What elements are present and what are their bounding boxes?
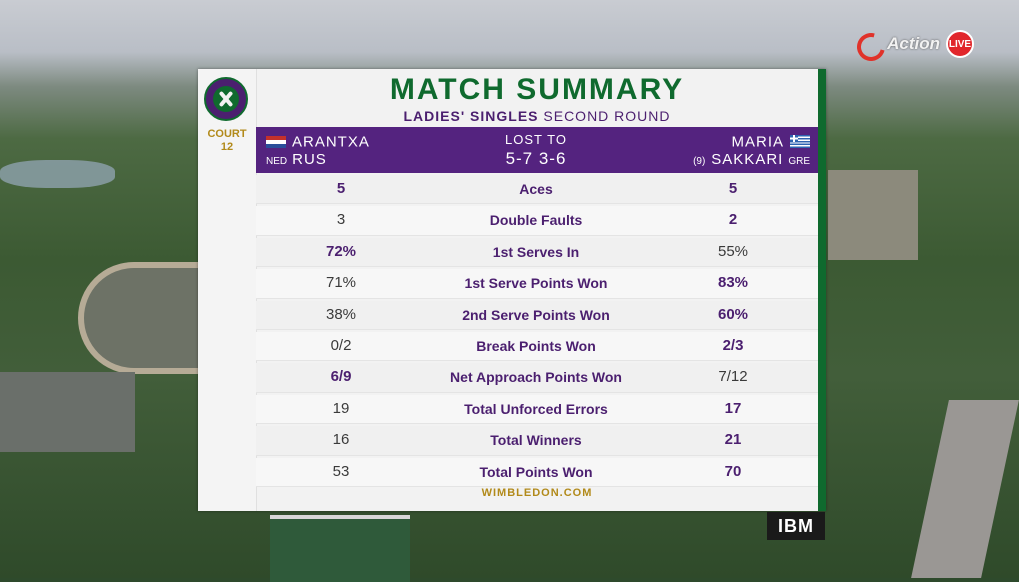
greece-flag-icon — [790, 135, 810, 149]
footer-website: WIMBLEDON.COM — [481, 487, 593, 499]
event-name: LADIES' SINGLES — [403, 108, 539, 124]
stat-player1-value: 6/9 — [330, 368, 352, 386]
channel-branding: Action LIVE — [855, 30, 974, 58]
stat-label: Break Points Won — [476, 337, 596, 354]
stats-table: 5 Aces 5 3 Double Faults 2 72% 1st Serves In 55%… — [256, 175, 818, 489]
stat-row: 3 Double Faults 2 — [256, 206, 818, 236]
player1-country: NED — [266, 156, 288, 167]
ibm-sponsor-logo: IBM — [767, 512, 825, 540]
player1-last-name: RUS — [292, 151, 327, 168]
stat-row: 5 Aces 5 — [256, 175, 818, 205]
channel-name: Action — [887, 34, 940, 53]
stat-row: 19 Total Unforced Errors 17 — [256, 394, 818, 425]
stat-player1-value: 16 — [332, 431, 350, 449]
player2-last-name: SAKKARI — [711, 151, 784, 168]
stat-label: Total Winners — [490, 432, 582, 449]
match-summary-panel: COURT 12 MATCH SUMMARY LADIES' SINGLES S… — [198, 69, 826, 511]
stat-row: 53 Total Points Won 70 — [256, 457, 818, 487]
stat-label: 2nd Serve Points Won — [462, 306, 610, 323]
stat-label: 1st Serves In — [492, 243, 580, 260]
stat-player2-value: 70 — [724, 462, 742, 480]
stat-player2-value: 17 — [724, 399, 742, 417]
stat-row: 16 Total Winners 21 — [256, 426, 818, 456]
stat-player2-value: 21 — [724, 431, 742, 449]
building — [828, 170, 918, 260]
stat-player1-value: 71% — [325, 274, 357, 292]
players-header: ARANTXA NED RUS LOST TO 5-7 3-6 MARIA (9)… — [256, 127, 818, 173]
player2-seed: (9) — [693, 156, 706, 167]
result-block: LOST TO 5-7 3-6 — [436, 132, 636, 169]
wimbledon-crest-icon — [204, 77, 248, 121]
building-roof — [0, 372, 135, 452]
event-subtitle: LADIES' SINGLES SECOND ROUND — [256, 108, 818, 124]
stat-player2-value: 60% — [717, 305, 749, 323]
stat-player1-value: 5 — [336, 180, 346, 197]
stat-player1-value: 72% — [325, 242, 357, 260]
stat-label: Total Unforced Errors — [464, 400, 608, 417]
road — [911, 400, 1019, 578]
stat-label: Total Points Won — [479, 463, 593, 480]
netherlands-flag-icon — [266, 135, 286, 148]
stat-player1-value: 19 — [332, 399, 350, 417]
stat-player2-value: 83% — [717, 274, 749, 292]
stat-row: 72% 1st Serves In 55% — [256, 237, 818, 268]
stat-player2-value: 7/12 — [718, 368, 748, 386]
stat-player2-value: 2/3 — [722, 336, 744, 354]
panel-accent-edge — [818, 69, 826, 511]
stat-label: 1st Serve Points Won — [464, 275, 608, 292]
court-number: 12 — [220, 141, 234, 153]
player1-block: ARANTXA NED RUS — [266, 133, 370, 169]
stat-label: Net Approach Points Won — [450, 369, 622, 386]
stat-row: 71% 1st Serve Points Won 83% — [256, 269, 818, 299]
live-badge: LIVE — [946, 30, 974, 58]
stat-row: 0/2 Break Points Won 2/3 — [256, 331, 818, 362]
court-label: COURT 12 — [198, 128, 256, 154]
court-text: COURT — [207, 128, 247, 140]
tennis-court — [270, 515, 410, 582]
player2-country: GRE — [788, 156, 810, 167]
stat-player1-value: 3 — [336, 211, 346, 229]
lake — [0, 160, 115, 188]
player1-first-name: ARANTXA — [292, 133, 370, 151]
event-round: SECOND ROUND — [543, 108, 671, 124]
player2-block: MARIA (9) SAKKARI GRE — [693, 133, 810, 169]
stat-player1-value: 0/2 — [330, 336, 352, 354]
stat-row: 6/9 Net Approach Points Won 7/12 — [256, 363, 818, 393]
stat-player1-value: 38% — [325, 305, 357, 323]
stat-player2-value: 5 — [728, 180, 738, 197]
stat-label: Double Faults — [489, 212, 583, 229]
page-title: MATCH SUMMARY — [389, 73, 685, 106]
player2-first-name: MARIA — [731, 133, 784, 151]
stat-player1-value: 53 — [332, 462, 350, 480]
stat-row: 38% 2nd Serve Points Won 60% — [256, 300, 818, 330]
supersport-logo-icon — [855, 31, 881, 57]
stat-player2-value: 55% — [717, 242, 749, 260]
stat-player2-value: 2 — [728, 211, 738, 229]
result-label: LOST TO — [505, 132, 567, 147]
match-score: 5-7 3-6 — [505, 149, 567, 168]
stat-label: Aces — [519, 181, 553, 197]
court-column: COURT 12 — [198, 69, 257, 511]
